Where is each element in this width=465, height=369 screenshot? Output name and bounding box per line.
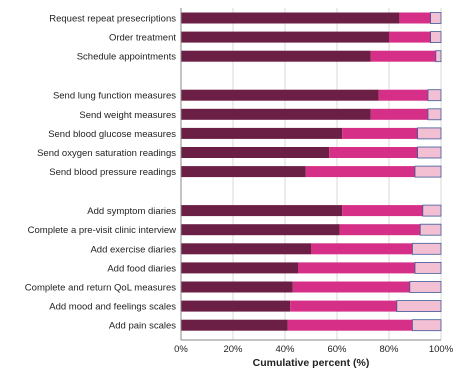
- bar-segment: [427, 89, 442, 102]
- bar-segment: [370, 108, 428, 120]
- bar-segment: [181, 147, 330, 158]
- bar-segment: [435, 50, 442, 63]
- x-tick-label: 60%: [327, 344, 347, 355]
- category-label: Request repeat presecriptions: [49, 14, 176, 25]
- category-label: Send blood pressure readings: [49, 167, 176, 178]
- bar-segment: [181, 262, 298, 274]
- bar-segment: [430, 31, 442, 44]
- bar-segment: [181, 50, 371, 62]
- x-tick-label: 0%: [174, 344, 188, 355]
- x-axis: 0% 20% 40% 60% 80% 100%: [174, 8, 454, 355]
- bar-segment: [181, 319, 288, 331]
- bar-segment: [287, 319, 413, 331]
- category-label: Order treatment: [109, 33, 176, 44]
- x-axis-title: Cumulative percent (%): [253, 357, 370, 369]
- bar-segment: [181, 31, 389, 43]
- category-labels: Request repeat presecriptions Order treat…: [25, 14, 177, 332]
- bar-segment: [181, 127, 343, 139]
- bar-segment: [181, 166, 306, 178]
- bar-segment: [181, 243, 311, 255]
- category-label: Add pain scales: [109, 321, 176, 332]
- bar-segment: [417, 127, 442, 140]
- bar-segment: [181, 89, 379, 101]
- bar-segment: [181, 300, 291, 312]
- bar-segment: [339, 224, 421, 236]
- bar-segment: [181, 12, 400, 24]
- category-label: Add food diaries: [107, 263, 176, 274]
- bar-segment: [181, 281, 293, 293]
- bar-segment: [342, 205, 423, 217]
- category-label: Send lung function measures: [53, 91, 176, 102]
- bar-segment: [181, 108, 371, 120]
- bar-segment: [305, 166, 415, 178]
- bar-segment: [430, 12, 442, 24]
- bar-segment: [427, 108, 442, 121]
- bar-segment: [181, 205, 343, 217]
- bar-segment: [181, 224, 340, 236]
- category-label: Add mood and feelings scales: [49, 302, 176, 313]
- bar-segment: [409, 281, 442, 293]
- bar-segment: [370, 50, 436, 62]
- category-label: Send oxygen saturation readings: [37, 148, 176, 159]
- bar-segment: [411, 242, 442, 255]
- bars: [181, 12, 442, 332]
- bar-segment: [389, 31, 431, 43]
- category-label: Send blood glucose measures: [48, 129, 176, 140]
- category-label: Complete and return QoL measures: [25, 283, 176, 294]
- x-tick-label: 20%: [223, 344, 243, 355]
- bar-segment: [417, 146, 442, 159]
- bar-segment: [311, 243, 413, 255]
- bar-segment: [396, 300, 442, 313]
- bar-segment: [298, 262, 415, 274]
- bar-segment: [342, 127, 418, 139]
- category-label: Schedule appointments: [77, 52, 177, 63]
- category-label: Complete a pre-visit clinic interview: [28, 225, 176, 236]
- x-tick-label: 80%: [379, 344, 399, 355]
- category-label: Add exercise diaries: [90, 244, 176, 255]
- category-label: Send weight measures: [79, 110, 176, 121]
- x-tick-label: 40%: [275, 344, 295, 355]
- bar-segment: [399, 12, 431, 24]
- bar-segment: [422, 204, 442, 217]
- bar-segment: [414, 261, 442, 274]
- x-tick-label: 100%: [429, 344, 454, 355]
- bar-segment: [290, 300, 397, 312]
- bar-segment: [329, 147, 418, 158]
- category-label: Add symptom diaries: [87, 206, 176, 217]
- bar-segment: [414, 165, 442, 178]
- bar-segment: [292, 281, 410, 293]
- bar-segment: [378, 89, 428, 101]
- bar-segment: [419, 223, 442, 236]
- bar-segment: [411, 319, 442, 332]
